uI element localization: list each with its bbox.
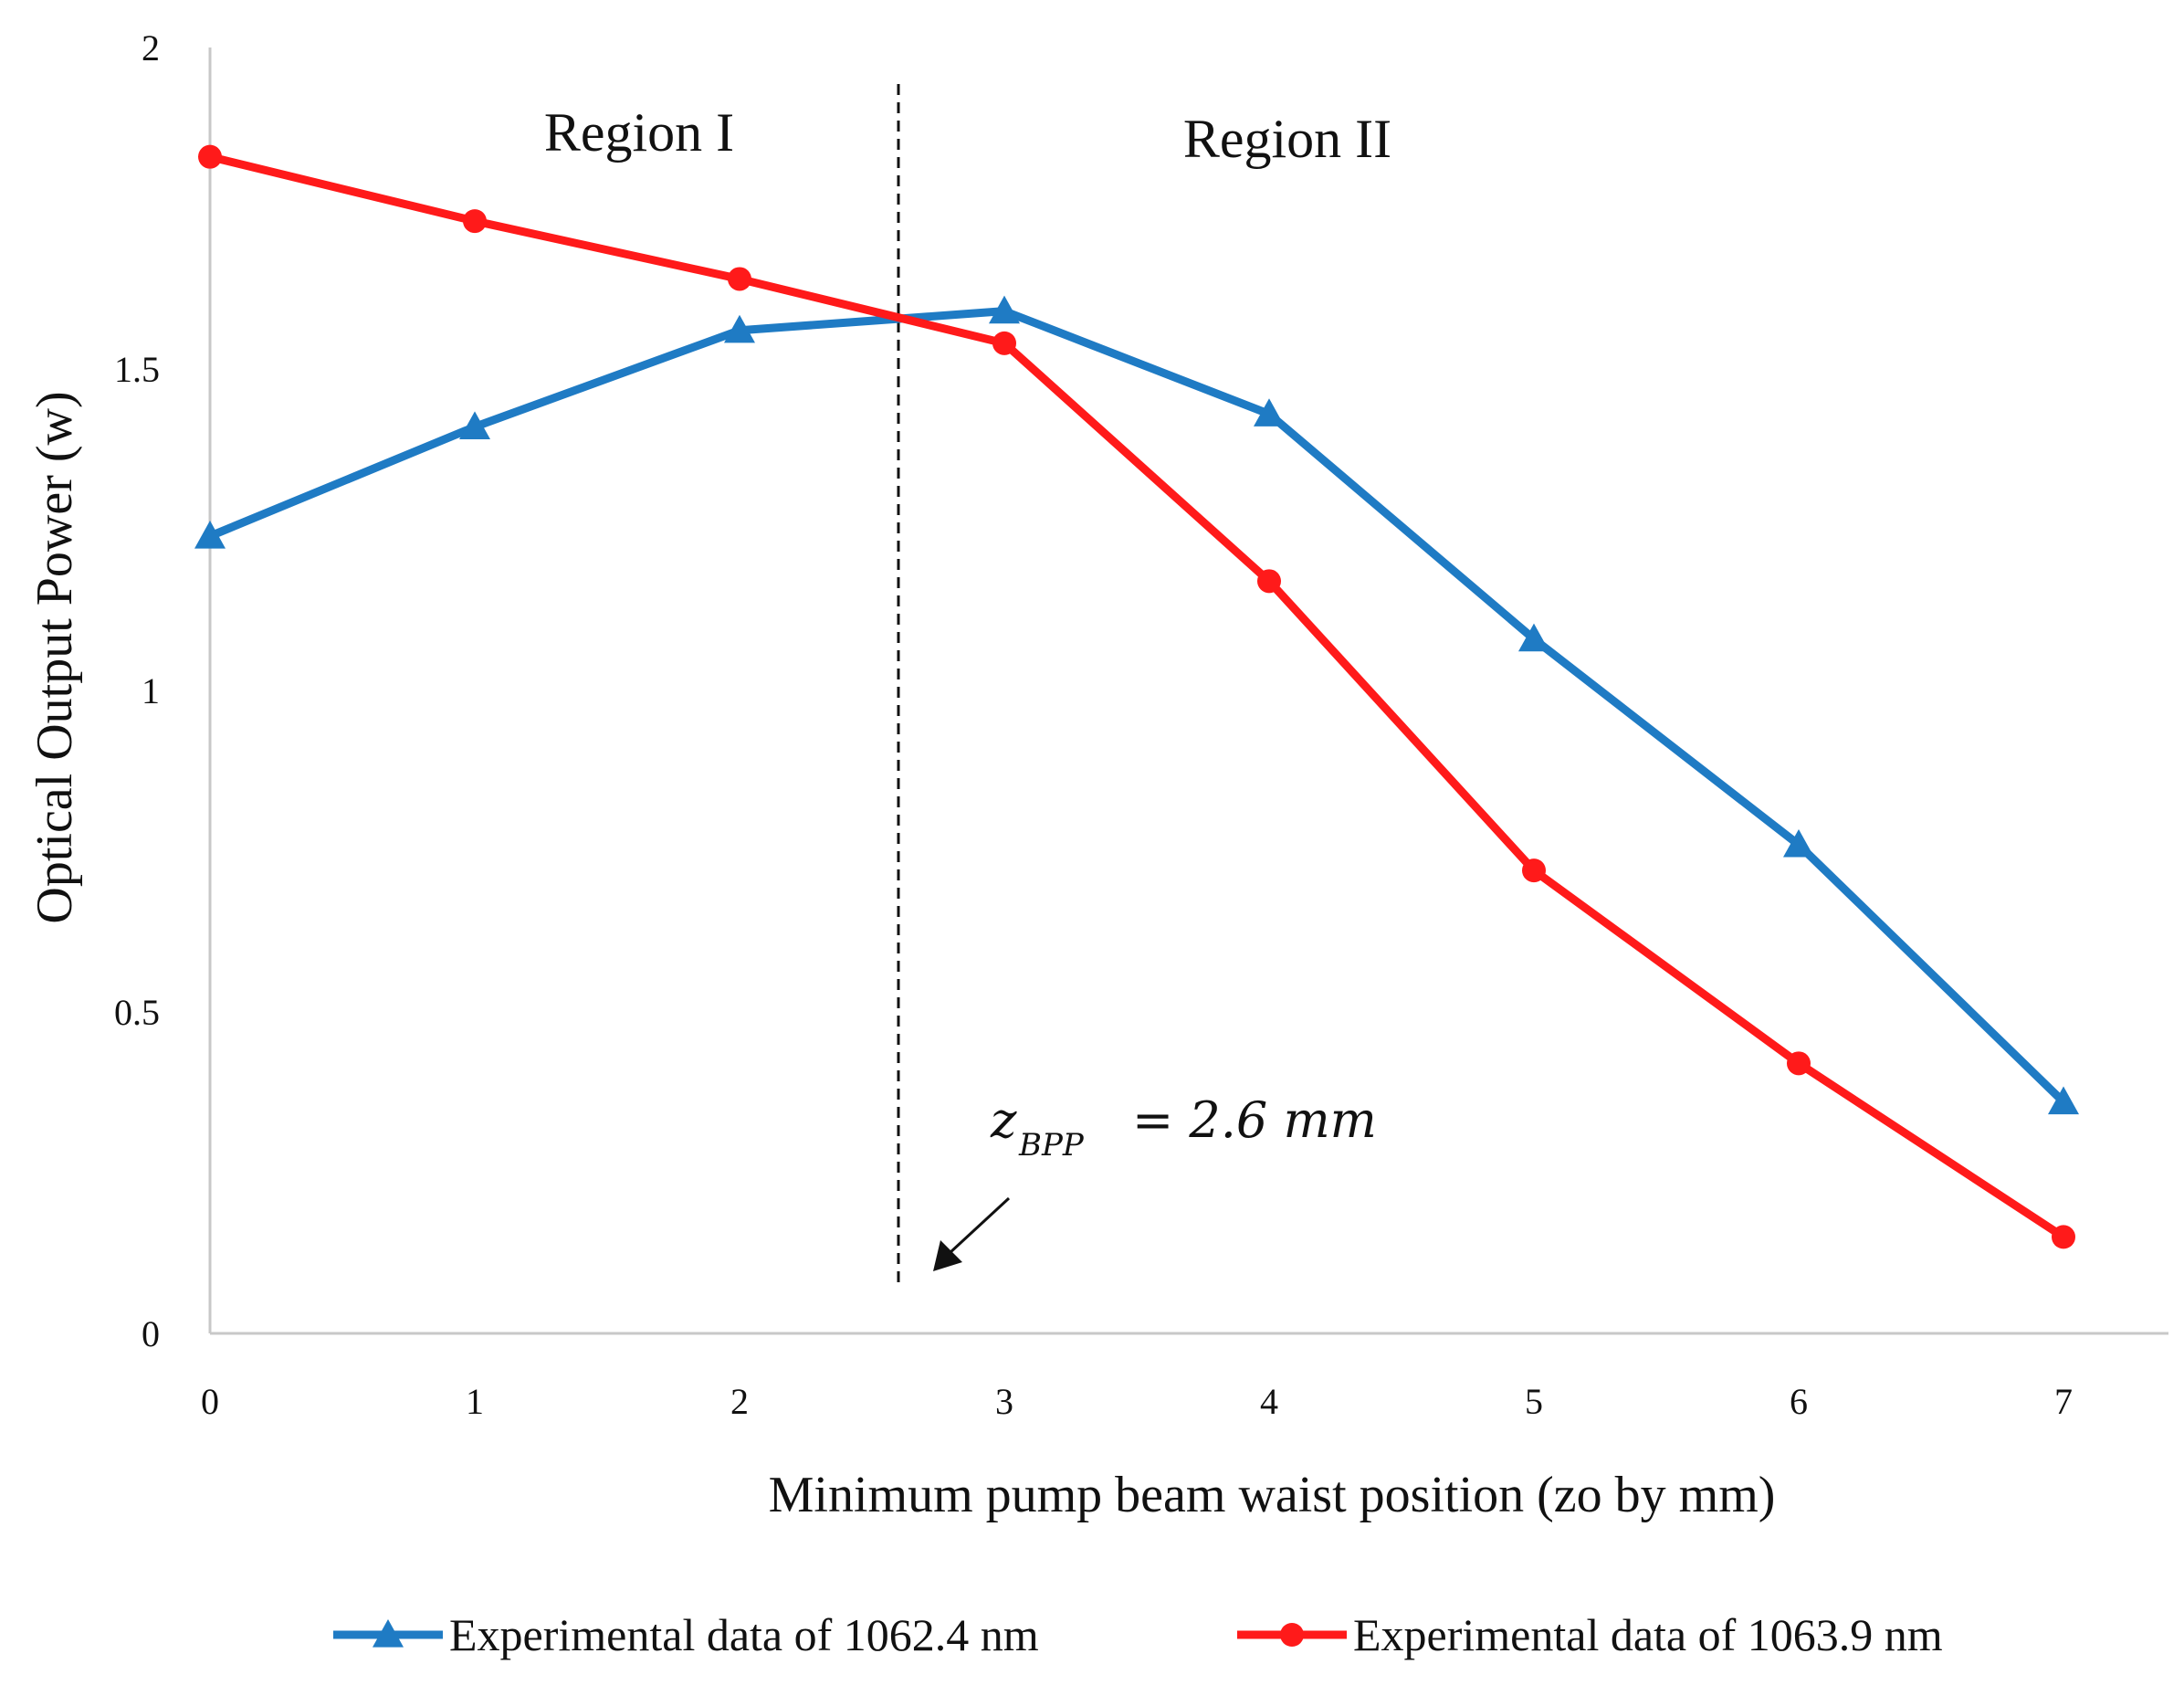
legend-label: Experimental data of 1062.4 nm	[449, 1609, 1039, 1660]
data-point	[724, 314, 755, 343]
zbpp-value: = 2.6 mm	[1132, 1091, 1377, 1149]
legend: Experimental data of 1062.4 nm Experiment…	[333, 1609, 1943, 1660]
series-layer	[194, 144, 2079, 1249]
series-line	[205, 307, 2068, 1107]
x-tick-label: 3	[995, 1381, 1013, 1422]
annotation-arrow	[948, 1196, 1011, 1255]
zbpp-subscript: BPP	[1018, 1127, 1085, 1164]
y-axis-title: Optical Output Power (w)	[26, 391, 83, 923]
legend-marker-circle	[1280, 1623, 1304, 1647]
data-point	[989, 295, 1020, 324]
x-tick-label: 5	[1525, 1381, 1543, 1422]
x-tick-label: 7	[2054, 1381, 2073, 1422]
x-tick-label: 1	[466, 1381, 484, 1422]
series-line	[205, 153, 2068, 1241]
y-tick-labels: 0 0.5 1 1.5 2	[114, 27, 160, 1354]
data-point	[1257, 569, 1281, 594]
annotation-arrow-head	[933, 1240, 962, 1271]
data-point	[459, 411, 490, 439]
x-tick-label: 6	[1790, 1381, 1808, 1422]
data-point	[1254, 398, 1285, 427]
data-point	[2052, 1225, 2075, 1249]
zbpp-annotation: z BPP = 2.6 mm	[990, 1091, 1377, 1164]
data-point	[1787, 1051, 1811, 1076]
data-point	[1518, 623, 1549, 652]
y-tick-label: 1	[142, 670, 160, 711]
data-point	[1522, 858, 1546, 883]
data-point	[463, 209, 487, 234]
region-2-label: Region II	[1183, 109, 1391, 169]
data-point	[728, 267, 751, 291]
x-tick-labels: 0 1 2 3 4 5 6 7	[201, 1381, 2073, 1422]
x-tick-label: 0	[201, 1381, 219, 1422]
data-point	[2048, 1086, 2079, 1115]
legend-marker-triangle	[373, 1619, 404, 1648]
data-point	[194, 521, 226, 549]
y-tick-label: 2	[142, 27, 160, 68]
x-tick-label: 2	[730, 1381, 749, 1422]
data-point	[198, 144, 222, 169]
zbpp-symbol: z	[990, 1091, 1017, 1149]
data-point	[992, 331, 1016, 355]
x-tick-label: 4	[1260, 1381, 1278, 1422]
y-tick-label: 0	[142, 1313, 160, 1354]
y-tick-label: 0.5	[114, 992, 160, 1033]
x-axis-title: Minimum pump beam waist position (zo by …	[769, 1467, 1776, 1523]
data-point	[1783, 828, 1814, 858]
legend-label: Experimental data of 1063.9 nm	[1353, 1609, 1943, 1660]
region-1-label: Region I	[544, 102, 734, 163]
y-tick-label: 1.5	[114, 349, 160, 390]
